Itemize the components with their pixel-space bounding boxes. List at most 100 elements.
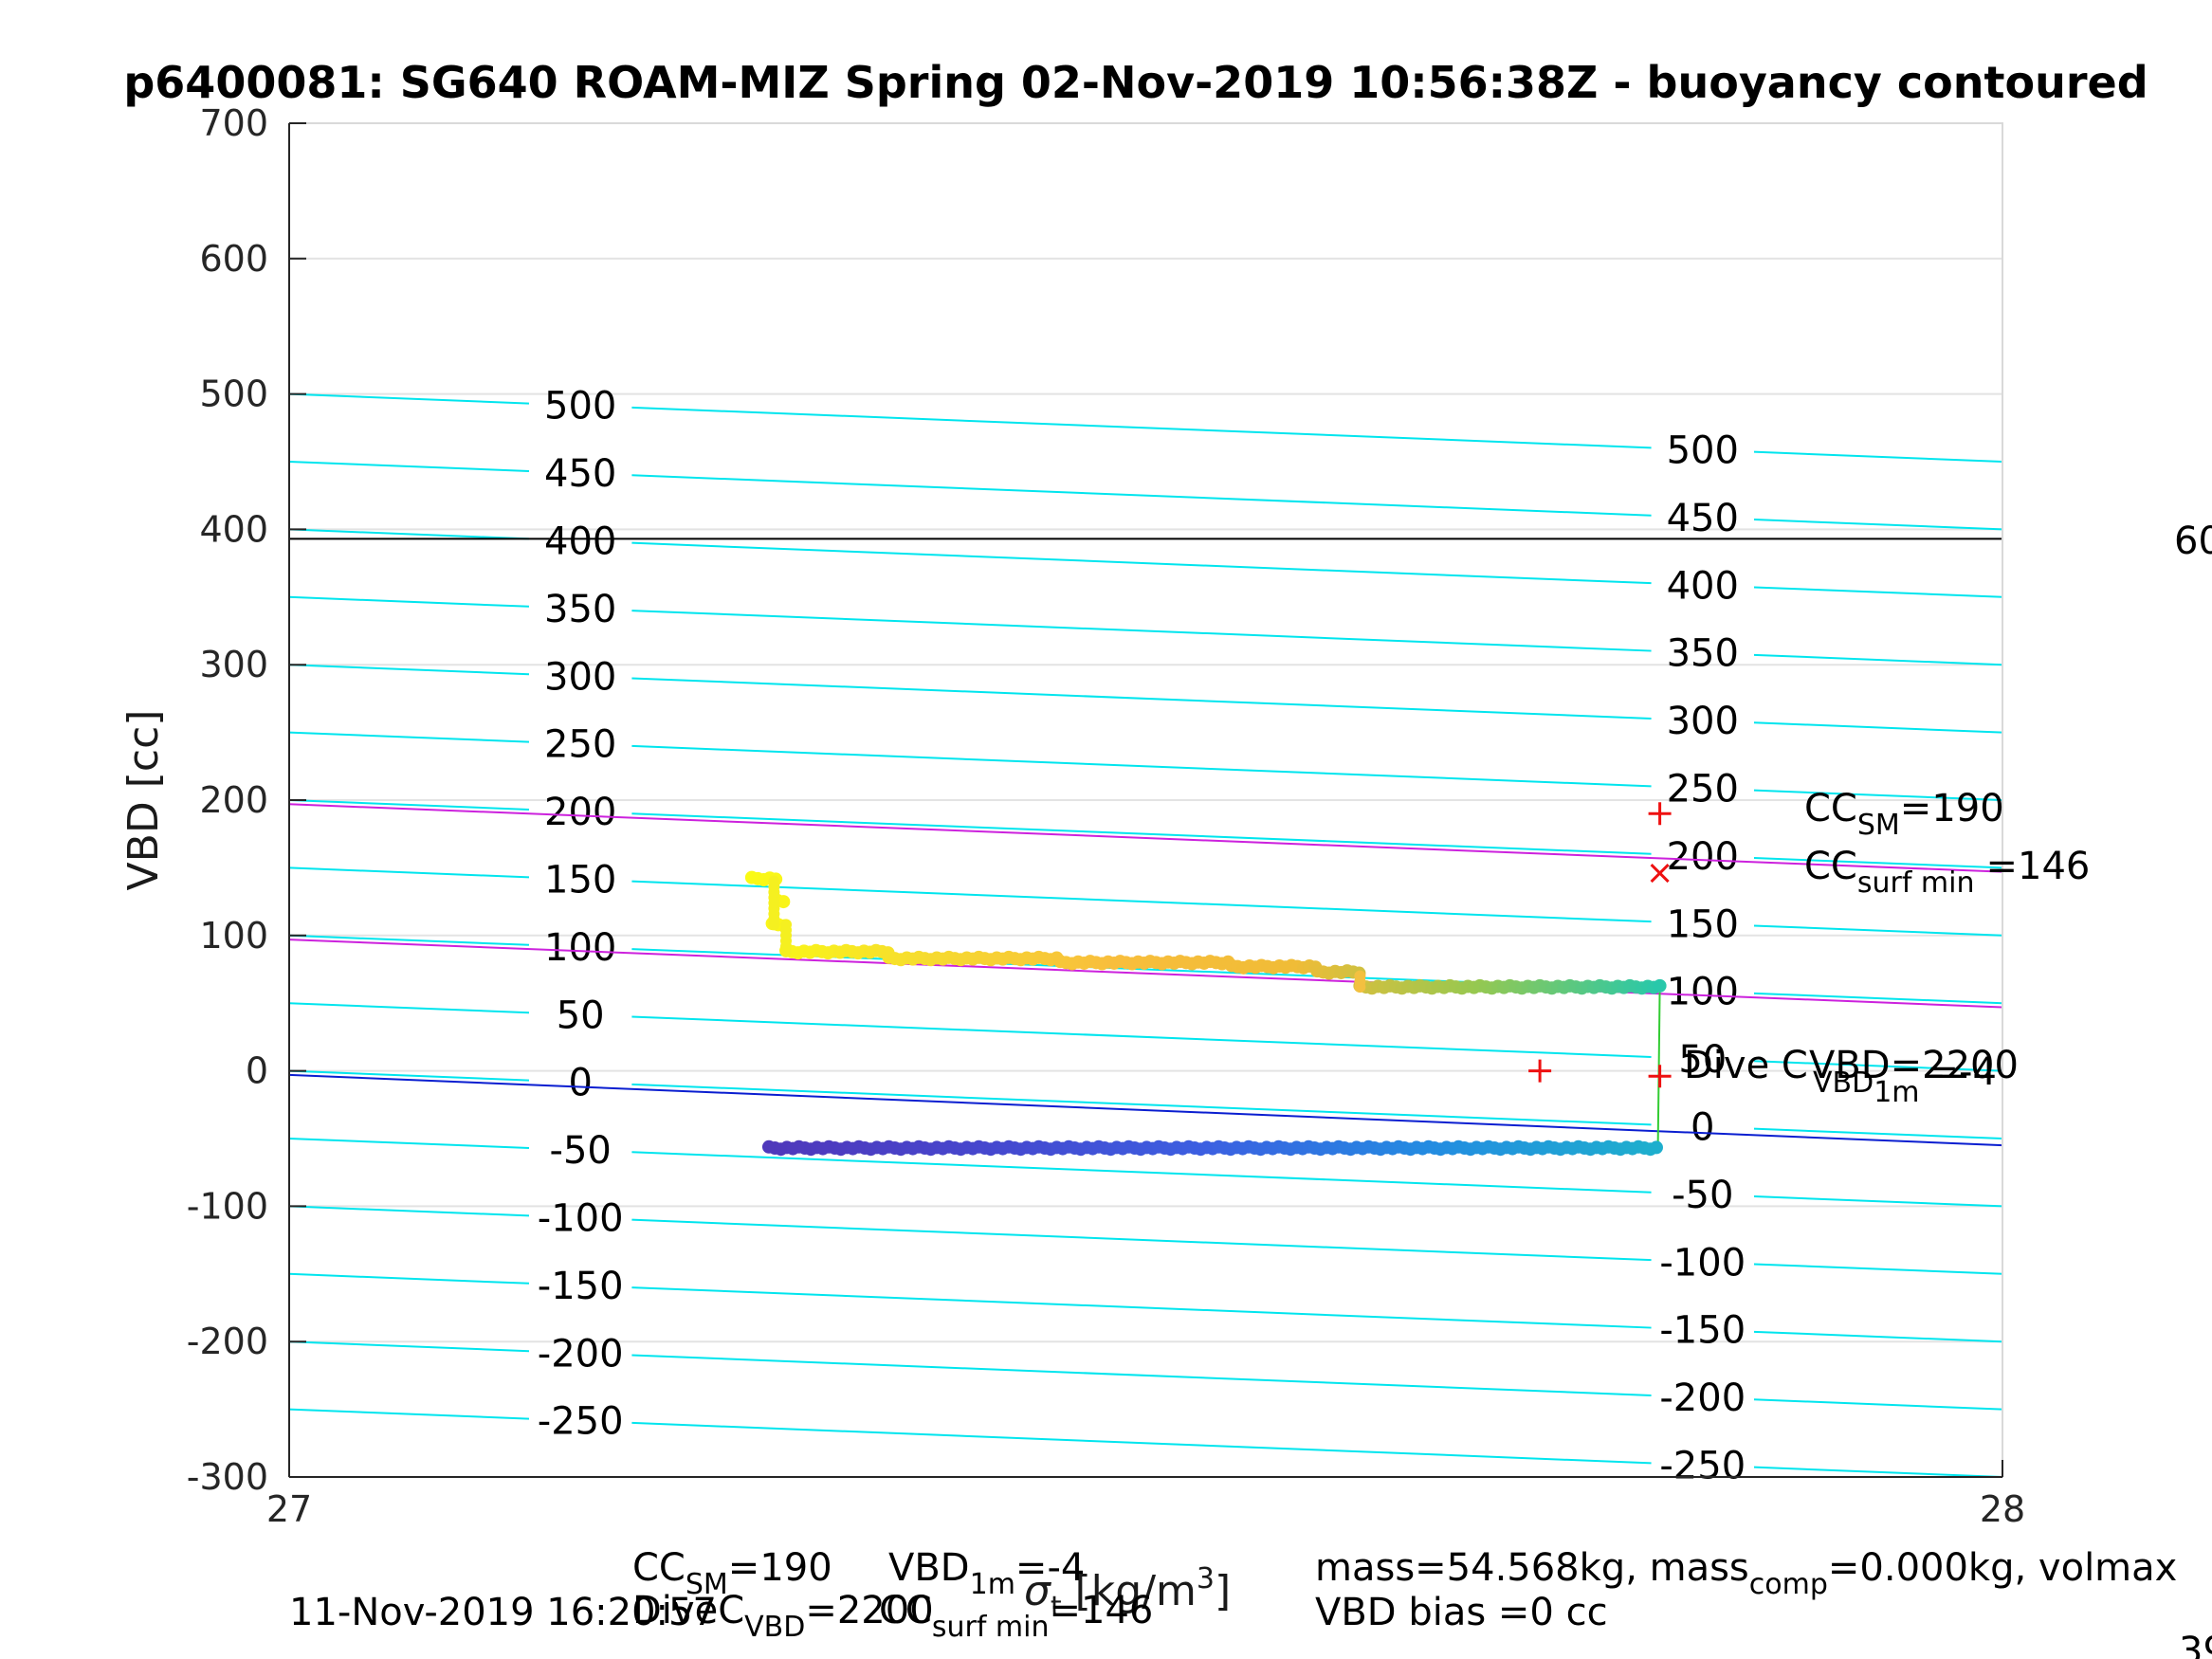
right-edge-label-bottom: 39 [2179, 1630, 2212, 1659]
contour-line-350-seg2 [1753, 653, 2003, 666]
contour-line-400-seg2 [1753, 586, 2003, 598]
footer-vbd-bias: VBD bias =0 cc [1315, 1591, 1608, 1634]
footer-vbd-1m: VBD1m=-4 [888, 1546, 1085, 1601]
marker-plus-0 [1648, 802, 1672, 826]
contour-line-200-seg2 [1753, 857, 2003, 869]
vbd-1m-annotation: VBD1m =-4 [1813, 1050, 1997, 1109]
contour-line--100-seg0 [288, 1205, 530, 1217]
contour-line-0-seg2 [1753, 1127, 2003, 1139]
contour-label-right-450: 450 [1667, 497, 1739, 540]
contour-line-500-seg2 [1753, 450, 2003, 463]
contour-label-right--150: -150 [1659, 1309, 1746, 1353]
contour-label-left--200: -200 [538, 1332, 624, 1376]
contour-label-right-200: 200 [1667, 835, 1739, 879]
contour-line-500-seg1 [631, 406, 1652, 449]
contour-label-right--200: -200 [1659, 1376, 1746, 1420]
contour-line-450-seg1 [631, 474, 1652, 517]
y-tick-label-400: 400 [199, 508, 268, 550]
x-axis-label: σt [kg/m3] [1024, 1562, 1231, 1624]
contour-line-250-seg0 [288, 731, 530, 743]
contour-label-right-50: 50 [1678, 1038, 1727, 1082]
contour-line-500-seg0 [288, 392, 530, 405]
contour-label-left--250: -250 [538, 1400, 624, 1444]
contour-line-100-seg0 [288, 934, 530, 946]
contour-line--100-seg1 [631, 1218, 1652, 1262]
contour-lines [288, 392, 2003, 1478]
footer-cc-surf-min: CCsurf min=146 [879, 1589, 1153, 1644]
highlight-line-0 [288, 803, 2003, 873]
contour-label-right-100: 100 [1667, 971, 1739, 1014]
contour-line-250-seg1 [631, 744, 1652, 788]
y-tick-label-200: 200 [199, 779, 268, 821]
vbd-2200-annotation: VBD=2200 [1809, 1044, 2019, 1087]
contour-line-450-seg2 [1753, 519, 2003, 531]
contour-line--150-seg1 [631, 1286, 1652, 1329]
contour-line-50-seg2 [1753, 1060, 2003, 1072]
y-tick-label-100: 100 [199, 915, 268, 957]
y-tick-label--100: -100 [187, 1185, 268, 1227]
contour-label-left--100: -100 [538, 1197, 624, 1241]
contour-line--50-seg0 [288, 1138, 530, 1149]
footer-cc-sm: CCSM=190 [632, 1546, 832, 1601]
cc-surf-min-annotation: CCsurf min =146 [1804, 845, 2090, 900]
climb-point-8-50 [1653, 978, 1667, 993]
contour-label-left-400: 400 [544, 520, 616, 564]
contour-line-450-seg0 [288, 461, 530, 472]
contour-line-200-seg1 [631, 812, 1652, 855]
markers [1528, 802, 1672, 1088]
contour-label-left-0: 0 [568, 1062, 592, 1105]
y-tick-label--300: -300 [187, 1456, 268, 1498]
contour-label-right--100: -100 [1659, 1241, 1746, 1285]
y-tick-label-700: 700 [199, 102, 268, 144]
y-tick-label--200: -200 [187, 1321, 268, 1362]
footer-timestamp: 11-Nov-2019 16:20:57 [289, 1591, 717, 1634]
contour-label-right-0: 0 [1691, 1106, 1714, 1150]
contour-line--150-seg0 [288, 1272, 530, 1285]
contour-line-150-seg2 [1753, 924, 2003, 937]
right-edge-label-top: 60 [2174, 520, 2212, 563]
contour-line--150-seg2 [1753, 1330, 2003, 1343]
contour-line-150-seg1 [631, 880, 1652, 923]
x-tick-label-28: 28 [1980, 1488, 2025, 1530]
marker-plus-3 [1648, 1065, 1672, 1088]
dive-point-0-148 [1649, 1140, 1663, 1155]
contour-label-left-150: 150 [544, 859, 616, 902]
contour-line-300-seg2 [1753, 721, 2003, 734]
contour-line-400-seg1 [631, 541, 1652, 585]
contour-label-right-400: 400 [1667, 564, 1739, 608]
contour-label-left--50: -50 [550, 1129, 612, 1173]
contour-line-50-seg1 [631, 1015, 1652, 1058]
contour-line--100-seg2 [1753, 1263, 2003, 1275]
cc-sm-annotation: CCSM=190 [1804, 787, 2004, 842]
contour-label-left-250: 250 [544, 723, 616, 767]
footer-dive-c-vbd: DiveCVBD=2200 [632, 1589, 934, 1644]
contour-line-250-seg2 [1753, 789, 2003, 801]
contour-line-0-seg1 [631, 1083, 1652, 1126]
contour-line--50-seg1 [631, 1151, 1652, 1194]
contour-label-left-350: 350 [544, 588, 616, 631]
highlight-line-1 [288, 939, 2003, 1009]
contour-line-200-seg0 [288, 799, 530, 811]
contour-line-300-seg1 [631, 677, 1652, 720]
footer-mass: mass=54.568kg, masscomp=0.000kg, volmax [1315, 1546, 2177, 1601]
chart-title: p6400081: SG640 ROAM-MIZ Spring 02-Nov-2… [123, 57, 2148, 108]
y-axis-label: VBD [cc] [119, 710, 168, 891]
contour-label-left-200: 200 [544, 791, 616, 834]
climb-step-point-0-140 [768, 875, 780, 887]
marker-plus-2 [1528, 1059, 1552, 1083]
contour-labels: -250 -250 -200 -200 -150 -150 -100 -100 -50 -50 0 0… [538, 385, 1746, 1488]
marker-x-1 [1650, 864, 1670, 884]
contour-line--200-seg1 [631, 1354, 1652, 1396]
contour-line-350-seg0 [288, 595, 530, 608]
contour-line-0-seg0 [288, 1069, 530, 1082]
data-series [744, 870, 1667, 1157]
climb-point-1-1 [777, 895, 791, 909]
contour-line-300-seg0 [288, 664, 530, 676]
contour-line--250-seg1 [631, 1421, 1652, 1465]
contour-label-right-350: 350 [1667, 632, 1739, 676]
climb-step-point-2-70 [1354, 970, 1366, 982]
y-tick-label-0: 0 [246, 1050, 268, 1092]
contour-line-150-seg0 [288, 866, 530, 879]
contour-label-left--150: -150 [538, 1265, 624, 1308]
